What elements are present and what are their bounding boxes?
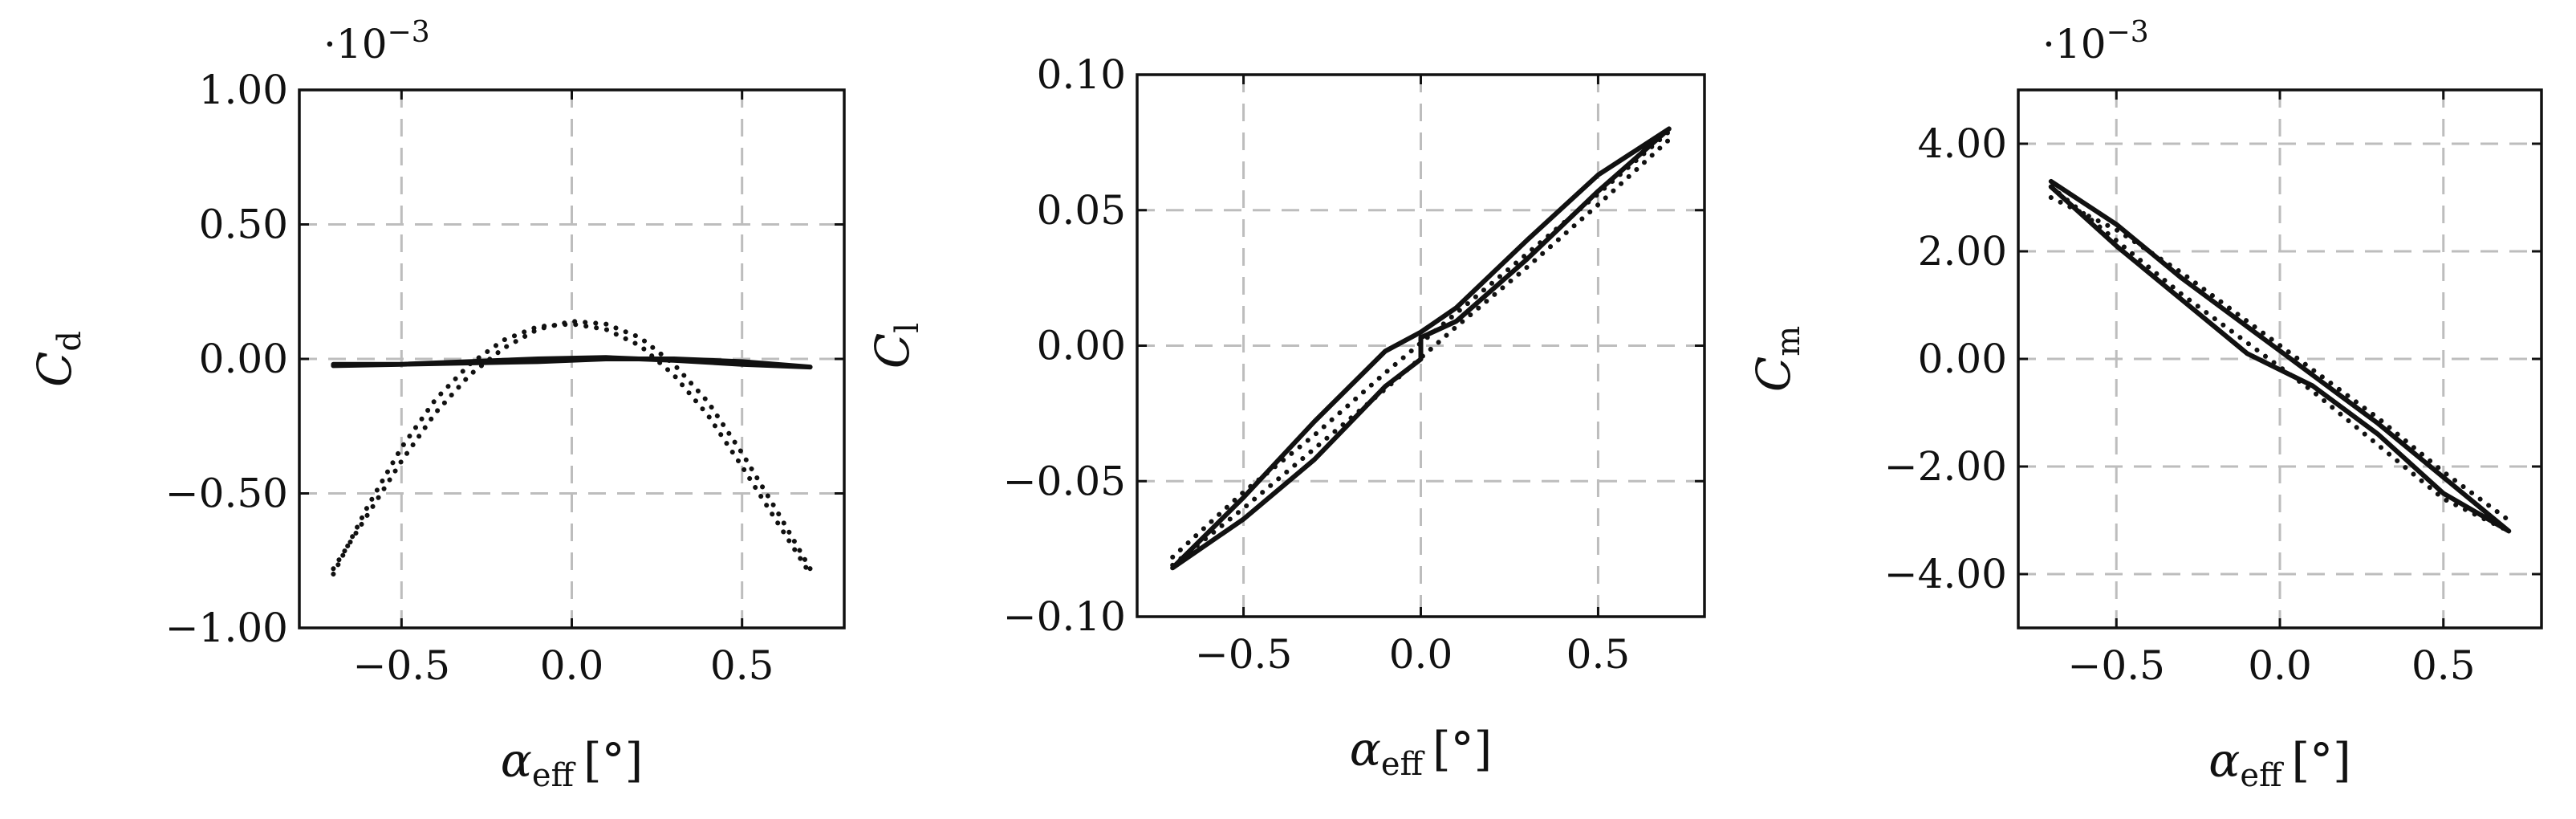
moment-y-axis-label: Cm (1746, 326, 1807, 392)
drag-ytick-label-0: −1.00 (165, 605, 288, 651)
moment-coefficient-panel: −0.5 0.0 0.5 −4.00 −2.00 0.00 2.00 4.00 ·10−3 αef… (1746, 16, 2543, 794)
lift-x-axis-label: αeff [°] (1350, 722, 1493, 783)
moment-ytick-label-2: 0.00 (1918, 336, 2007, 382)
drag-xtick-label-0: −0.5 (353, 642, 450, 689)
moment-xtick-label-1: 0.0 (2248, 642, 2312, 689)
moment-ytick-label-3: 2.00 (1918, 228, 2007, 275)
moment-series-0-solid (2048, 178, 2512, 534)
lift-ytick-label-0: −0.10 (1003, 593, 1126, 640)
lift-xtick-label-0: −0.5 (1195, 631, 1292, 678)
drag-ytick-label-4: 1.00 (199, 67, 288, 113)
moment-ytick-label-0: −4.00 (1884, 551, 2007, 597)
moment-ytick-label-4: 4.00 (1918, 120, 2007, 167)
lift-ytick-label-3: 0.05 (1037, 187, 1126, 234)
drag-series-2-dotted (331, 319, 813, 572)
drag-scale-multiplier: ·10−3 (323, 16, 430, 67)
lift-xtick-label-1: 0.0 (1389, 631, 1453, 678)
lift-series-2-dotted (1170, 137, 1672, 568)
lift-ytick-label-4: 0.10 (1037, 51, 1126, 98)
moment-series-2-dotted (2048, 195, 2512, 523)
moment-xtick-label-2: 0.5 (2411, 642, 2476, 689)
drag-coefficient-panel: −0.5 0.0 0.5 −1.00 −0.50 0.00 0.50 1.00 ·10−3 αef… (27, 16, 846, 794)
drag-x-axis-label: αeff [°] (501, 733, 644, 794)
moment-x-axis-label: αeff [°] (2208, 733, 2351, 794)
lift-series-1-dotted (1170, 128, 1672, 560)
lift-ytick-label-1: −0.05 (1003, 458, 1126, 504)
lift-y-axis-label: Cl (865, 323, 926, 369)
drag-series-0-solid (331, 355, 813, 370)
drag-xtick-label-2: 0.5 (710, 642, 774, 689)
moment-ytick-label-1: −2.00 (1884, 443, 2007, 490)
drag-xtick-label-1: 0.0 (540, 642, 604, 689)
moment-xtick-label-0: −0.5 (2068, 642, 2165, 689)
drag-y-axis-label: Cd (27, 331, 88, 387)
drag-ytick-label-1: −0.50 (165, 471, 288, 517)
drag-ytick-label-2: 0.00 (199, 336, 288, 382)
lift-coefficient-panel: −0.5 0.0 0.5 −0.10 −0.05 0.00 0.05 0.10 αeff [°] C… (865, 51, 1706, 783)
drag-ytick-label-3: 0.50 (199, 202, 288, 248)
lift-ytick-label-2: 0.00 (1037, 323, 1126, 369)
moment-scale-multiplier: ·10−3 (2042, 16, 2149, 67)
lift-xtick-label-2: 0.5 (1566, 631, 1631, 678)
